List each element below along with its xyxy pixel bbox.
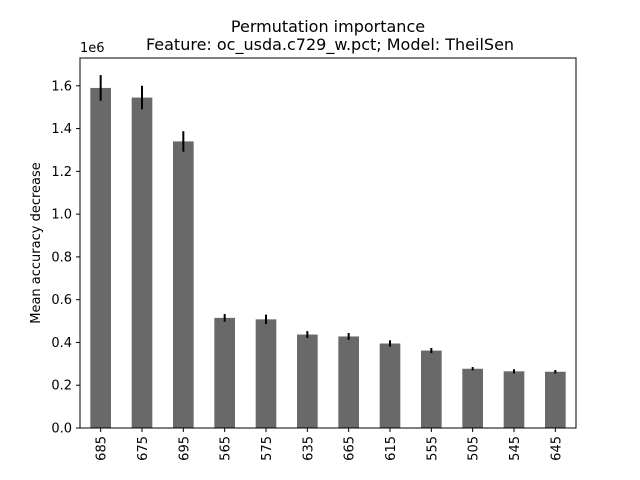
bar-695	[173, 141, 194, 428]
y-axis-offset-label: 1e6	[80, 41, 105, 56]
chart-title: Permutation importance	[231, 17, 425, 36]
y-tick-label: 0.2	[51, 379, 72, 394]
x-tick-label-665: 665	[343, 436, 358, 461]
y-tick-label: 0.8	[51, 250, 72, 265]
bar-615	[379, 343, 401, 428]
bars	[90, 87, 566, 429]
bar-685	[90, 87, 111, 428]
x-tick-label-615: 615	[384, 436, 399, 461]
y-axis-label: Mean accuracy decrease	[29, 162, 44, 324]
x-tick-label-675: 675	[136, 436, 151, 461]
x-axis: 685 675 695 565 575 635 665 615 555 505 545 645	[95, 428, 564, 461]
y-tick-label: 1.6	[51, 79, 72, 94]
y-tick-label: 1.0	[51, 208, 72, 223]
x-tick-label-695: 695	[177, 436, 192, 461]
bar-565	[214, 317, 235, 428]
error-bars	[99, 75, 557, 374]
x-tick-label-575: 575	[260, 436, 275, 461]
chart-subtitle: Feature: oc_usda.c729_w.pct; Model: Thei…	[146, 35, 514, 55]
y-tick-label: 0.6	[51, 293, 72, 308]
x-tick-label-505: 505	[467, 436, 482, 461]
bar-575	[255, 319, 277, 428]
y-tick-label: 0.0	[51, 422, 72, 437]
x-tick-label-635: 635	[301, 436, 316, 461]
bar-675	[131, 97, 153, 429]
y-tick-label: 1.2	[51, 165, 72, 180]
x-tick-label-565: 565	[219, 436, 234, 461]
bar-545	[503, 371, 525, 428]
y-axis: 0.0 0.2 0.4 0.6 0.8 1.0 1.2 1.4 1.6	[51, 79, 80, 437]
y-tick-label: 1.4	[51, 122, 72, 137]
x-tick-label-555: 555	[425, 436, 440, 461]
bar-555	[421, 350, 442, 428]
x-tick-label-645: 645	[549, 436, 564, 461]
y-tick-label: 0.4	[51, 336, 72, 351]
plot-frame	[79, 57, 577, 429]
x-tick-label-685: 685	[95, 436, 110, 461]
x-tick-label-545: 545	[508, 436, 523, 461]
bar-635	[297, 334, 318, 428]
bar-665	[338, 336, 359, 428]
bar-645	[545, 371, 566, 428]
bar-505	[462, 368, 483, 428]
